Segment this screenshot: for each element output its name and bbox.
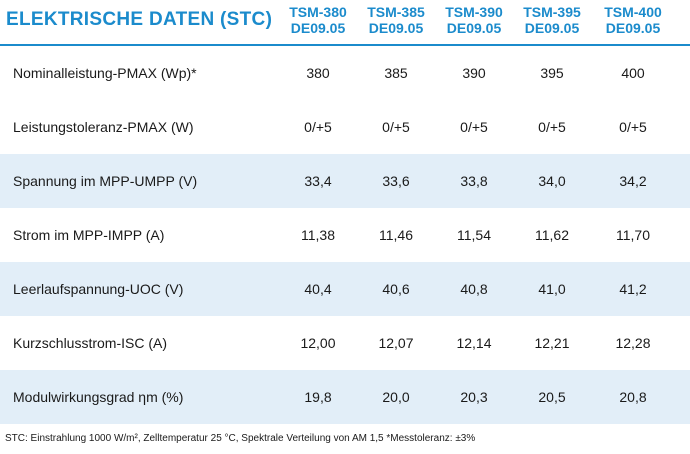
row-label: Spannung im MPP-UMPP (V) (13, 173, 198, 189)
row-label: Leistungstoleranz-PMAX (W) (13, 119, 194, 135)
row-label: Modulwirkungsgrad ηm (%) (13, 389, 184, 405)
table-cell: 11,62 (535, 227, 569, 243)
table-cell: 12,21 (534, 335, 570, 351)
footnote: STC: Einstrahlung 1000 W/m², Zelltempera… (5, 433, 476, 444)
model-suffix: DE09.05 (446, 20, 502, 36)
table-row: Leistungstoleranz-PMAX (W) 0/+5 0/+5 0/+… (0, 100, 690, 154)
table-row: Nominalleistung-PMAX (Wp)* 380 385 390 3… (0, 46, 690, 100)
header-divider (0, 44, 690, 46)
model-suffix: DE09.05 (290, 20, 346, 36)
model-name: TSM-390 (445, 4, 503, 20)
table-cell: 385 (384, 65, 408, 81)
table-cell: 12,07 (378, 335, 414, 351)
table-cell: 380 (306, 65, 330, 81)
table-cell: 40,8 (460, 281, 488, 297)
table-cell: 12,00 (300, 335, 336, 351)
column-header-tsm-400: TSM-400 DE09.05 (594, 4, 672, 36)
table-cell: 40,6 (382, 281, 410, 297)
table-cell: 41,0 (538, 281, 566, 297)
table-cell: 0/+5 (460, 119, 488, 135)
table-cell: 395 (540, 65, 564, 81)
table-row: Modulwirkungsgrad ηm (%) 19,8 20,0 20,3 … (0, 370, 690, 424)
table-row: Spannung im MPP-UMPP (V) 33,4 33,6 33,8 … (0, 154, 690, 208)
table-cell: 33,6 (382, 173, 410, 189)
model-name: TSM-385 (367, 4, 425, 20)
table-cell: 0/+5 (382, 119, 410, 135)
table-cell: 33,8 (460, 173, 488, 189)
column-header-tsm-395: TSM-395 DE09.05 (513, 4, 591, 36)
table-row: Leerlaufspannung-UOC (V) 40,4 40,6 40,8 … (0, 262, 690, 316)
table-cell: 41,2 (619, 281, 647, 297)
column-header-tsm-385: TSM-385 DE09.05 (357, 4, 435, 36)
table-cell: 20,0 (382, 389, 410, 405)
table-row: Strom im MPP-IMPP (A) 11,38 11,46 11,54 … (0, 208, 690, 262)
row-label: Leerlaufspannung-UOC (V) (13, 281, 184, 297)
model-suffix: DE09.05 (368, 20, 424, 36)
table-cell: 20,3 (460, 389, 488, 405)
model-name: TSM-380 (289, 4, 347, 20)
row-label: Nominalleistung-PMAX (Wp)* (13, 65, 197, 81)
table-cell: 40,4 (304, 281, 332, 297)
table-cell: 11,54 (457, 227, 491, 243)
table-cell: 11,70 (616, 227, 650, 243)
table-cell: 390 (462, 65, 486, 81)
table-cell: 11,46 (379, 227, 413, 243)
table-cell: 11,38 (301, 227, 335, 243)
table-header: ELEKTRISCHE DATEN (STC) TSM-380 DE09.05 … (0, 0, 690, 40)
table-cell: 400 (621, 65, 645, 81)
model-suffix: DE09.05 (524, 20, 580, 36)
table-row: Kurzschlusstrom-ISC (A) 12,00 12,07 12,1… (0, 316, 690, 370)
table-cell: 12,28 (615, 335, 651, 351)
table-cell: 20,5 (538, 389, 566, 405)
table-cell: 20,8 (619, 389, 647, 405)
table-cell: 0/+5 (619, 119, 647, 135)
table-cell: 33,4 (304, 173, 332, 189)
table-cell: 34,2 (619, 173, 647, 189)
row-label: Strom im MPP-IMPP (A) (13, 227, 165, 243)
table-cell: 34,0 (538, 173, 566, 189)
table-cell: 0/+5 (538, 119, 566, 135)
table-cell: 0/+5 (304, 119, 332, 135)
column-header-tsm-380: TSM-380 DE09.05 (279, 4, 357, 36)
table-cell: 19,8 (304, 389, 332, 405)
page-title: ELEKTRISCHE DATEN (STC) (6, 9, 273, 30)
table-cell: 12,14 (456, 335, 492, 351)
column-header-tsm-390: TSM-390 DE09.05 (435, 4, 513, 36)
model-name: TSM-395 (523, 4, 581, 20)
model-suffix: DE09.05 (605, 20, 661, 36)
model-name: TSM-400 (604, 4, 662, 20)
row-label: Kurzschlusstrom-ISC (A) (13, 335, 168, 351)
